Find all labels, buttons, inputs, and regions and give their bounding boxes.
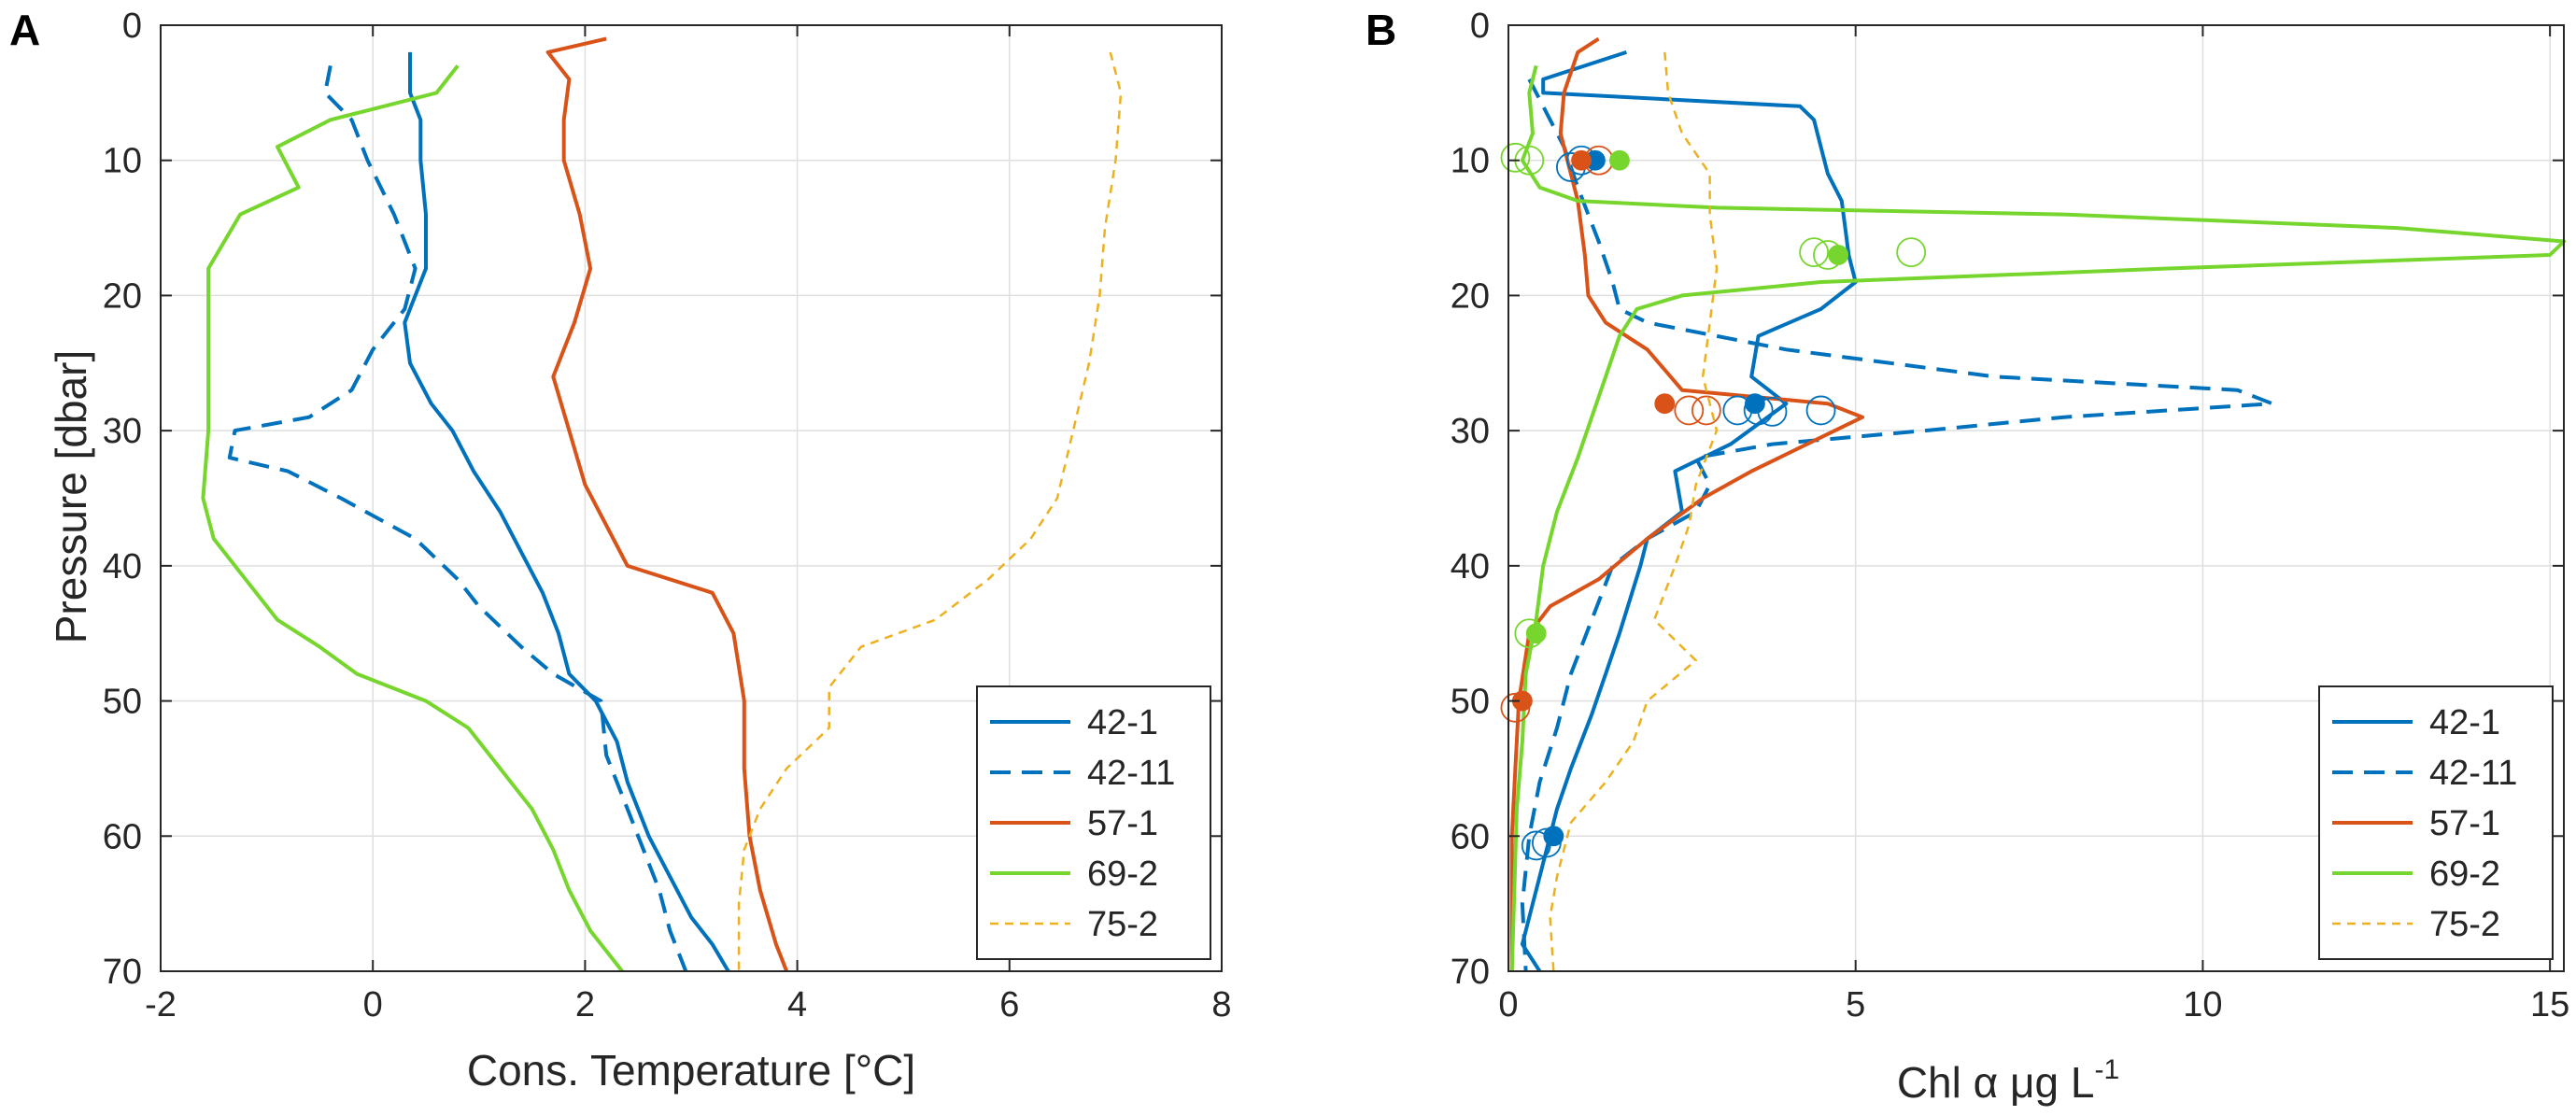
x-tick-label: 8 bbox=[1211, 985, 1231, 1024]
y-tick-label: 20 bbox=[103, 276, 142, 316]
legend-label-75-2: 75-2 bbox=[2429, 905, 2500, 944]
series-line-69-2 bbox=[1509, 64, 2566, 972]
series-line-42-1 bbox=[1520, 49, 1858, 973]
legend-label-42-11: 42-11 bbox=[1087, 754, 1175, 793]
marker-open-69-2 bbox=[1896, 237, 1927, 268]
legend-label-57-1: 57-1 bbox=[2429, 804, 2500, 843]
legend-label-69-2: 69-2 bbox=[2429, 855, 2500, 894]
y-tick-label: 10 bbox=[1451, 142, 1490, 181]
x-axis-label-b: Chl α μg L-1 bbox=[1897, 1054, 2119, 1107]
y-tick-label: 60 bbox=[1451, 817, 1490, 856]
series-line-42-1 bbox=[403, 51, 730, 973]
y-tick-label: 40 bbox=[1451, 547, 1490, 586]
legend: 42-1 42-11 57-1 69-2 75-2 bbox=[2318, 685, 2554, 960]
marker-open-42-1 bbox=[1743, 395, 1774, 426]
marker-open-69-2 bbox=[1799, 237, 1830, 268]
y-tick-label: 70 bbox=[103, 953, 142, 992]
series-line-69-2 bbox=[201, 64, 624, 973]
panel-label-a: A bbox=[9, 6, 40, 54]
marker-filled-69-2 bbox=[1609, 149, 1630, 171]
marker-filled-57-1 bbox=[1571, 149, 1592, 171]
series-line-75-2 bbox=[1549, 51, 1719, 972]
y-tick-label: 20 bbox=[1451, 276, 1490, 316]
legend-label-57-1: 57-1 bbox=[1087, 804, 1158, 843]
x-axis-label-a: Cons. Temperature [°C] bbox=[467, 1046, 915, 1095]
x-tick-label: 0 bbox=[363, 985, 383, 1024]
x-tick-label: 5 bbox=[1846, 985, 1865, 1024]
chart-panel-a: -2 0 2 4 6 8 0 10 20 30 40 50 60 70 42-1 42-11 57-1 69-2 7… bbox=[103, 7, 1232, 1024]
x-axis-label-b-main: Chl α μg L bbox=[1897, 1058, 2095, 1107]
y-tick-label: 50 bbox=[1451, 683, 1490, 722]
y-tick-label: 30 bbox=[1451, 412, 1490, 451]
marker-filled-69-2 bbox=[1828, 245, 1849, 265]
legend-label-42-11: 42-11 bbox=[2429, 754, 2517, 793]
legend-label-75-2: 75-2 bbox=[1087, 905, 1158, 944]
marker-open-57-1 bbox=[1691, 395, 1721, 426]
y-tick-label: 30 bbox=[103, 412, 142, 451]
marker-open-69-2 bbox=[1514, 618, 1545, 649]
marker-filled-69-2 bbox=[1525, 623, 1547, 644]
x-tick-label: 0 bbox=[1498, 985, 1518, 1024]
y-tick-label: 0 bbox=[1470, 7, 1490, 46]
y-tick-label: 0 bbox=[122, 7, 142, 46]
marker-open-57-1 bbox=[1500, 692, 1531, 723]
y-tick-label: 60 bbox=[103, 817, 142, 856]
series-line-42-11 bbox=[227, 65, 688, 972]
plot-box bbox=[1507, 24, 2565, 972]
x-tick-label: 4 bbox=[787, 985, 807, 1024]
marker-open-42-1 bbox=[1722, 395, 1753, 426]
y-tick-label: 70 bbox=[1451, 953, 1490, 992]
marker-open-57-1 bbox=[1674, 395, 1705, 426]
series-line-75-2 bbox=[737, 51, 1123, 971]
y-tick-label: 40 bbox=[103, 547, 142, 586]
x-tick-label: 2 bbox=[575, 985, 595, 1024]
y-axis-label-a: Pressure [dbar] bbox=[47, 350, 95, 643]
marker-open-69-2 bbox=[1813, 240, 1843, 270]
x-axis-label-b-sup: -1 bbox=[2094, 1054, 2119, 1085]
marker-open-42-1 bbox=[1521, 830, 1551, 861]
x-tick-label: 15 bbox=[2530, 985, 2569, 1024]
marker-open-42-1 bbox=[1757, 396, 1788, 427]
marker-filled-57-1 bbox=[1654, 393, 1676, 415]
marker-open-69-2 bbox=[1500, 142, 1531, 173]
plot-box bbox=[160, 24, 1223, 972]
marker-open-42-1 bbox=[1531, 827, 1562, 858]
marker-open-42-1 bbox=[1805, 395, 1836, 426]
marker-open-42-1 bbox=[1566, 145, 1596, 176]
series-line-57-1 bbox=[545, 36, 789, 972]
y-tick-label: 10 bbox=[103, 142, 142, 181]
x-tick-label: 6 bbox=[999, 985, 1019, 1024]
x-tick-label: 10 bbox=[2183, 985, 2222, 1024]
legend-label-42-1: 42-1 bbox=[2429, 703, 2500, 742]
legend: 42-1 42-11 57-1 69-2 75-2 bbox=[976, 685, 1211, 960]
series-line-42-11 bbox=[1520, 78, 2274, 972]
chart-panel-b: 0 5 10 15 0 10 20 30 40 50 60 70 42-1 42-11 57-1 69-2 75… bbox=[1451, 7, 2570, 1024]
y-tick-label: 50 bbox=[103, 683, 142, 722]
x-tick-label: -2 bbox=[145, 985, 177, 1024]
legend-label-69-2: 69-2 bbox=[1087, 855, 1158, 894]
panel-label-b: B bbox=[1366, 6, 1396, 54]
legend-label-42-1: 42-1 bbox=[1087, 703, 1158, 742]
